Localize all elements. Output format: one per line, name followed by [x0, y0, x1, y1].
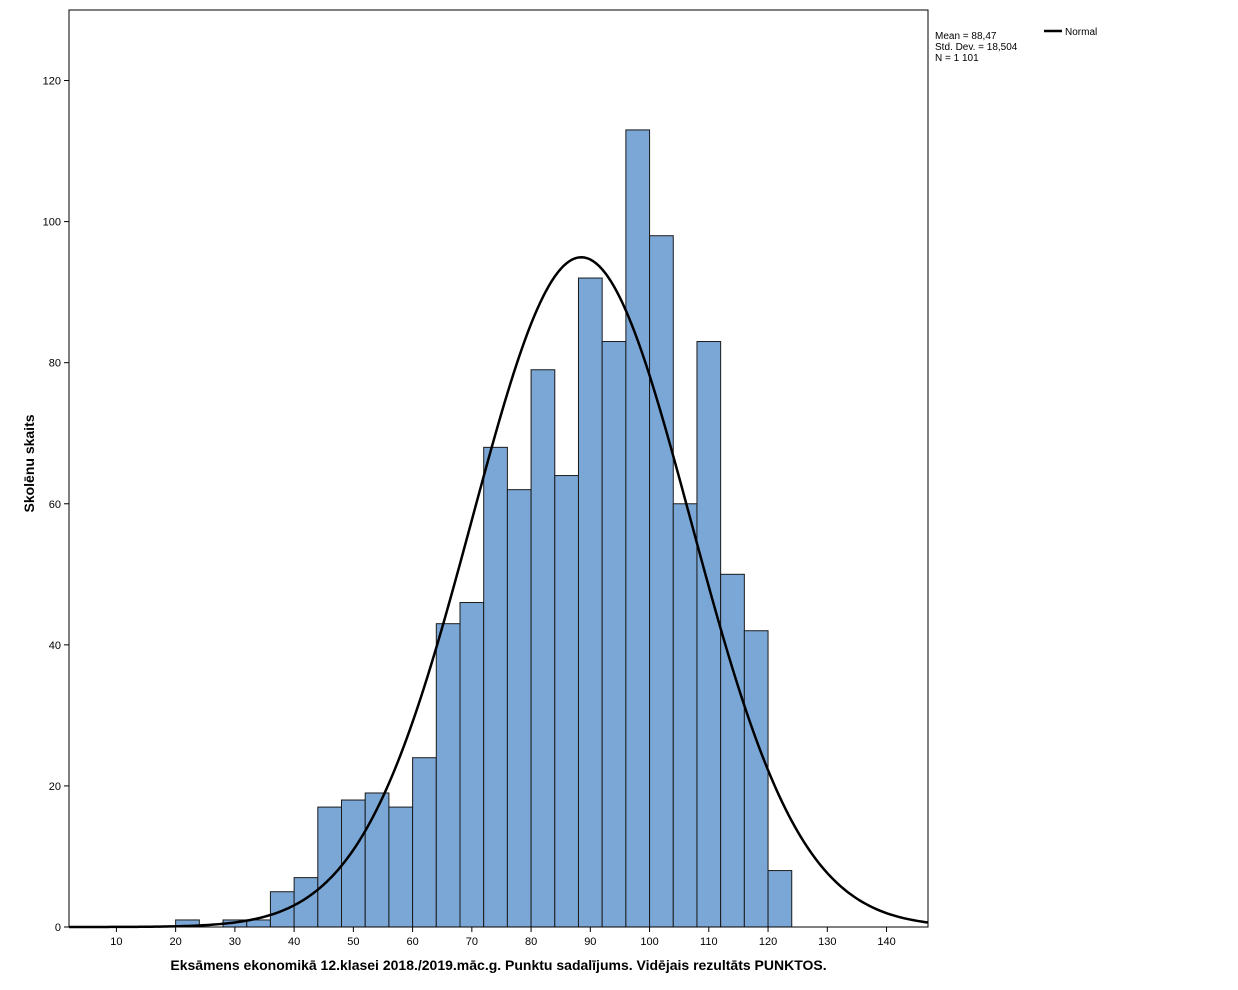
- histogram-bar-60: [412, 757, 437, 928]
- y-axis: 0 20 40 60 80 100 120: [43, 76, 69, 934]
- x-axis: 10 20 30 40 50 60 70 80 90 100 110 120 130 140: [110, 927, 896, 948]
- stat-mean: Mean = 88,47: [935, 31, 997, 42]
- x-tick-label: 130: [818, 936, 836, 948]
- y-tick-label: 80: [49, 358, 61, 370]
- y-tick-label: 100: [43, 217, 61, 229]
- bars-layer: [175, 129, 793, 928]
- histogram-bar-112: [720, 573, 745, 928]
- x-tick-label: 140: [877, 936, 895, 948]
- histogram-bar-64: [435, 623, 461, 928]
- legend: Normal: [1044, 27, 1097, 38]
- normal-curve-layer: [69, 255, 929, 929]
- histogram-bar-52: [364, 792, 390, 928]
- x-tick-label: 120: [759, 936, 777, 948]
- x-tick-label: 110: [700, 936, 718, 948]
- legend-label-normal: Normal: [1065, 27, 1097, 38]
- x-axis-title: Eksāmens ekonomikā 12.klasei 2018./2019.…: [170, 957, 826, 973]
- histogram-bar-72: [483, 446, 508, 928]
- histogram-bar-44: [317, 806, 343, 928]
- y-tick-label: 120: [43, 76, 61, 88]
- y-tick-label: 60: [49, 499, 61, 511]
- histogram-bar-76: [506, 489, 532, 928]
- x-tick-label: 40: [288, 936, 300, 948]
- histogram-bar-116: [743, 630, 769, 928]
- histogram-bar-120: [767, 870, 793, 928]
- histogram-bar-56: [388, 806, 414, 928]
- y-tick-label: 20: [49, 781, 61, 793]
- stat-n: N = 1 101: [935, 53, 979, 64]
- stats-box: Mean = 88,47 Std. Dev. = 18,504 N = 1 10…: [935, 31, 1018, 64]
- x-tick-label: 60: [406, 936, 418, 948]
- histogram-bar-92: [601, 341, 627, 928]
- histogram-bar-88: [577, 277, 603, 928]
- x-tick-label: 80: [525, 936, 537, 948]
- x-tick-label: 100: [640, 936, 658, 948]
- histogram-bar-36: [269, 891, 295, 928]
- stat-std-dev: Std. Dev. = 18,504: [935, 42, 1018, 53]
- histogram-bar-96: [625, 129, 651, 928]
- y-tick-label: 40: [49, 640, 61, 652]
- x-tick-label: 20: [170, 936, 182, 948]
- histogram-bar-68: [459, 602, 485, 928]
- x-tick-label: 70: [466, 936, 478, 948]
- histogram-bar-80: [530, 369, 556, 928]
- x-tick-label: 30: [229, 936, 241, 948]
- histogram-bar-104: [672, 503, 698, 928]
- x-tick-label: 10: [110, 936, 122, 948]
- histogram-bar-48: [341, 799, 366, 928]
- histogram-bar-100: [649, 235, 674, 928]
- x-tick-label: 90: [584, 936, 596, 948]
- normal-curve: [69, 255, 929, 929]
- x-tick-label: 50: [347, 936, 359, 948]
- y-axis-title: Skolēnu skaits: [21, 414, 37, 512]
- y-tick-label: 0: [55, 922, 61, 934]
- histogram-bar-108: [696, 341, 722, 928]
- histogram-bar-84: [554, 475, 579, 928]
- plot-frame: [68, 9, 929, 928]
